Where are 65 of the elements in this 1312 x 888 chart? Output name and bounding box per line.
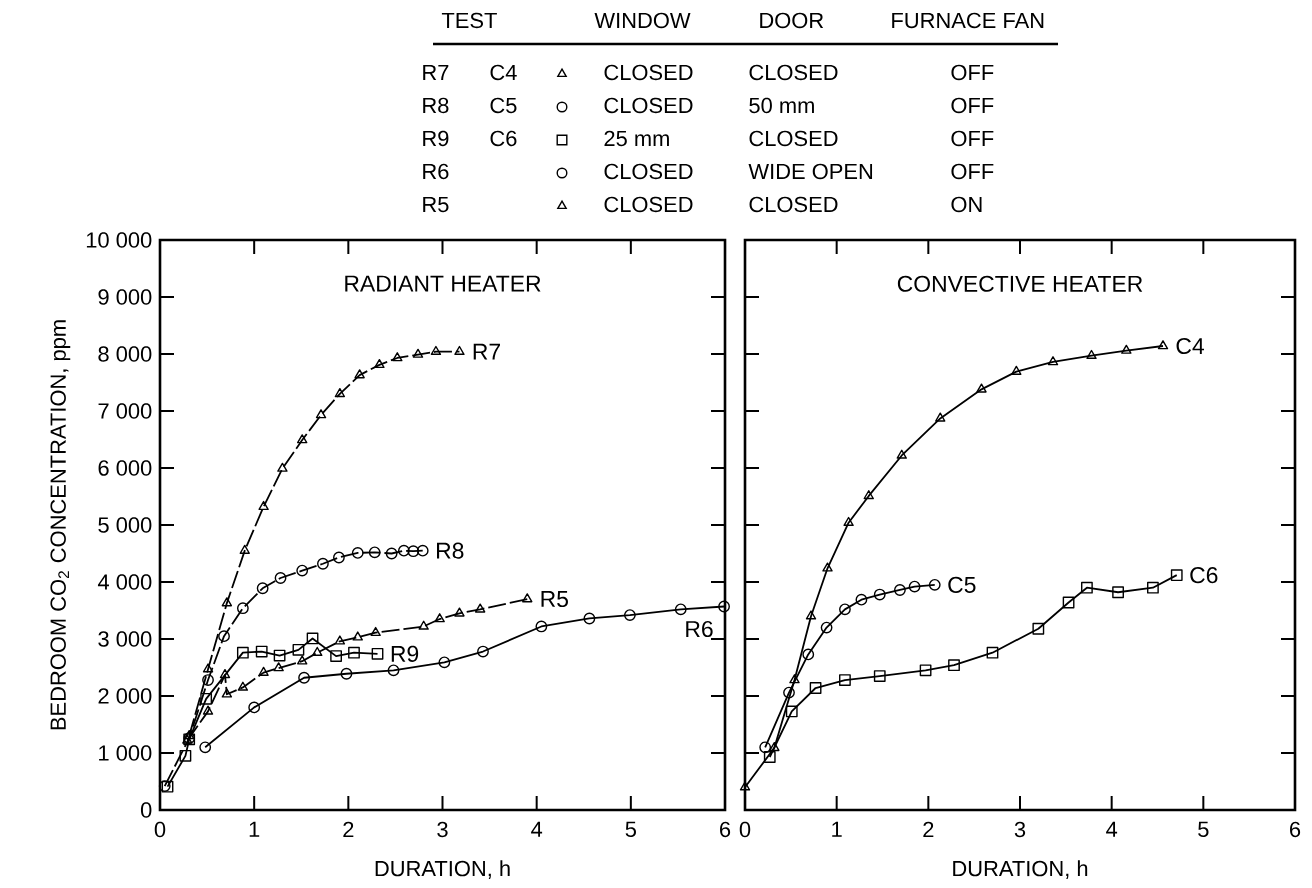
x-tick-label: 3 [437,821,448,838]
text: R5 [423,196,449,213]
x-tick-label: 1 [249,821,260,837]
x-tick-label: 6 [1290,821,1301,838]
text: R9 [423,130,449,147]
text: CLOSED [604,163,693,180]
text: OFF [951,163,994,180]
x-tick-label: 0 [154,821,166,838]
category-label: TEST [441,12,497,29]
text: OFF [951,97,994,114]
x-tick-label: 2 [923,821,934,838]
text: R6 [423,163,449,180]
y-tick-label: 2 000 [98,688,152,704]
y-tick-label: 6 000 [98,460,152,476]
category-label: DOOR [760,12,824,29]
text: 50 mm [749,97,814,114]
text: WIDE OPEN [748,163,873,180]
y-tick-label: 3 000 [98,631,152,647]
x-tick-label: 5 [1198,821,1209,837]
text: OFF [951,64,994,81]
x-tick-label: 0 [739,821,751,838]
series-label: C4 [1176,337,1204,355]
text: CLOSED [749,130,838,147]
text: 25 mm [604,130,669,147]
y-tick-label: 9 000 [98,289,152,305]
x-tick-label: 4 [1106,821,1118,837]
series-label: C5 [948,576,976,593]
series-label: R8 [437,542,464,559]
y-tick-label: 7 000 [98,403,152,419]
category-label: WINDOW [594,12,691,29]
series-label: C6 [1190,567,1218,584]
category-label: FURNACE FAN [892,12,1044,29]
series-label: R9 [391,645,419,662]
text: ON [951,196,982,213]
x-tick-label: 4 [531,821,543,837]
text: CONVECTIVE HEATER [897,275,1143,292]
text: RADIANT HEATER [345,275,541,292]
text: CLOSED [749,196,838,213]
x-axis-title: DURATION, h [375,860,510,879]
text: C4 [490,64,517,81]
legend-label: R6 [686,620,713,638]
text: OFF [951,130,994,147]
x-axis-title: DURATION, h [953,860,1088,879]
y-tick-label: 10 000 [86,232,152,248]
x-tick-label: 5 [625,821,636,837]
text: R7 [423,64,449,80]
x-tick-label: 2 [343,821,354,838]
series-label: R7 [473,343,500,360]
text: CLOSED [604,196,693,213]
y-tick-label: 0 [140,802,152,818]
text: R8 [423,97,449,114]
y-tick-label: 5 000 [98,517,152,533]
text: CLOSED [604,64,693,81]
text: C5 [490,97,517,114]
text: CLOSED [749,64,838,81]
y-tick-label: 4 000 [97,574,152,590]
text: CLOSED [604,97,693,114]
x-tick-label: 6 [720,821,731,838]
text: C6 [490,130,517,147]
x-tick-label: 3 [1014,821,1026,838]
y-tick-label: 1 000 [99,745,152,761]
y-tick-label: 8 000 [98,346,152,362]
y-axis-title: BEDROOM CO$_{2}$ CONCENTRATION, ppm [50,320,71,730]
x-tick-label: 1 [832,821,842,837]
series-label: R5 [541,591,568,608]
